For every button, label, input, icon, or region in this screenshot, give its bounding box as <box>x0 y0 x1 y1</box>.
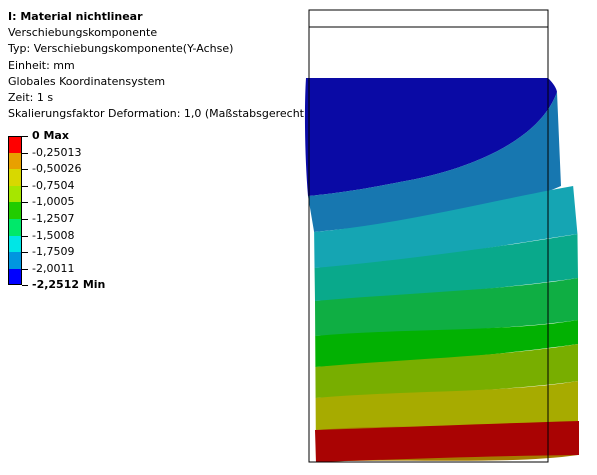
result-info-panel: I: Material nichtlinear Verschiebungskom… <box>8 9 308 122</box>
info-component-type: Typ: Verschiebungskomponente(Y-Achse) <box>8 42 234 56</box>
legend-value-label: -1,2507 <box>32 212 75 225</box>
legend-swatch <box>8 252 22 269</box>
legend-value-label: -1,7509 <box>32 245 75 259</box>
legend-max-label: 0 Max <box>32 129 69 142</box>
legend-swatch <box>8 268 22 286</box>
contour-band <box>315 278 578 336</box>
info-result-type: Verschiebungskomponente <box>8 26 158 40</box>
legend-value-label: -0,7504 <box>32 178 75 192</box>
legend-tick <box>22 185 28 187</box>
contour-band <box>315 320 578 367</box>
legend-tick <box>22 169 28 171</box>
result-title: I: Material nichtlinear <box>8 10 143 23</box>
undeformed-outline <box>308 9 549 463</box>
legend-value-label: -0,50026 <box>32 162 82 176</box>
info-time: Zeit: 1 s <box>8 91 54 105</box>
contour-band <box>314 234 578 301</box>
legend-tick <box>22 285 28 287</box>
legend-swatch <box>8 185 22 203</box>
legend-tick <box>22 268 28 270</box>
contour-band <box>308 92 561 232</box>
legend-tick <box>22 219 28 220</box>
contour-band <box>314 186 578 268</box>
contour-band <box>315 381 578 430</box>
contour-bands <box>304 78 579 462</box>
legend-value-label: -2,0011 <box>32 261 75 275</box>
legend-tick <box>22 152 28 154</box>
legend-tick <box>22 252 28 254</box>
legend-tick <box>22 202 28 204</box>
legend-value-label: -1,0005 <box>32 195 75 209</box>
info-coordinate-system: Globales Koordinatensystem <box>8 74 166 88</box>
legend-min-label: -2,2512 Min <box>32 278 106 292</box>
legend-swatch <box>8 169 22 186</box>
contour-band <box>315 421 579 462</box>
legend-tick <box>22 136 28 137</box>
legend-swatch <box>8 136 22 153</box>
legend-swatch <box>8 219 22 236</box>
legend-swatch <box>8 235 22 253</box>
legend-swatch <box>8 152 22 170</box>
legend-tick <box>22 235 28 237</box>
info-unit: Einheit: mm <box>8 58 75 72</box>
legend-swatch <box>8 202 22 219</box>
info-scale-factor: Skalierungsfaktor Deformation: 1,0 (Maßs… <box>8 107 309 121</box>
contour-band <box>304 78 557 196</box>
legend-value-label: -0,25013 <box>32 145 82 159</box>
legend-value-label: -1,5008 <box>32 228 75 242</box>
contour-band <box>315 344 578 398</box>
